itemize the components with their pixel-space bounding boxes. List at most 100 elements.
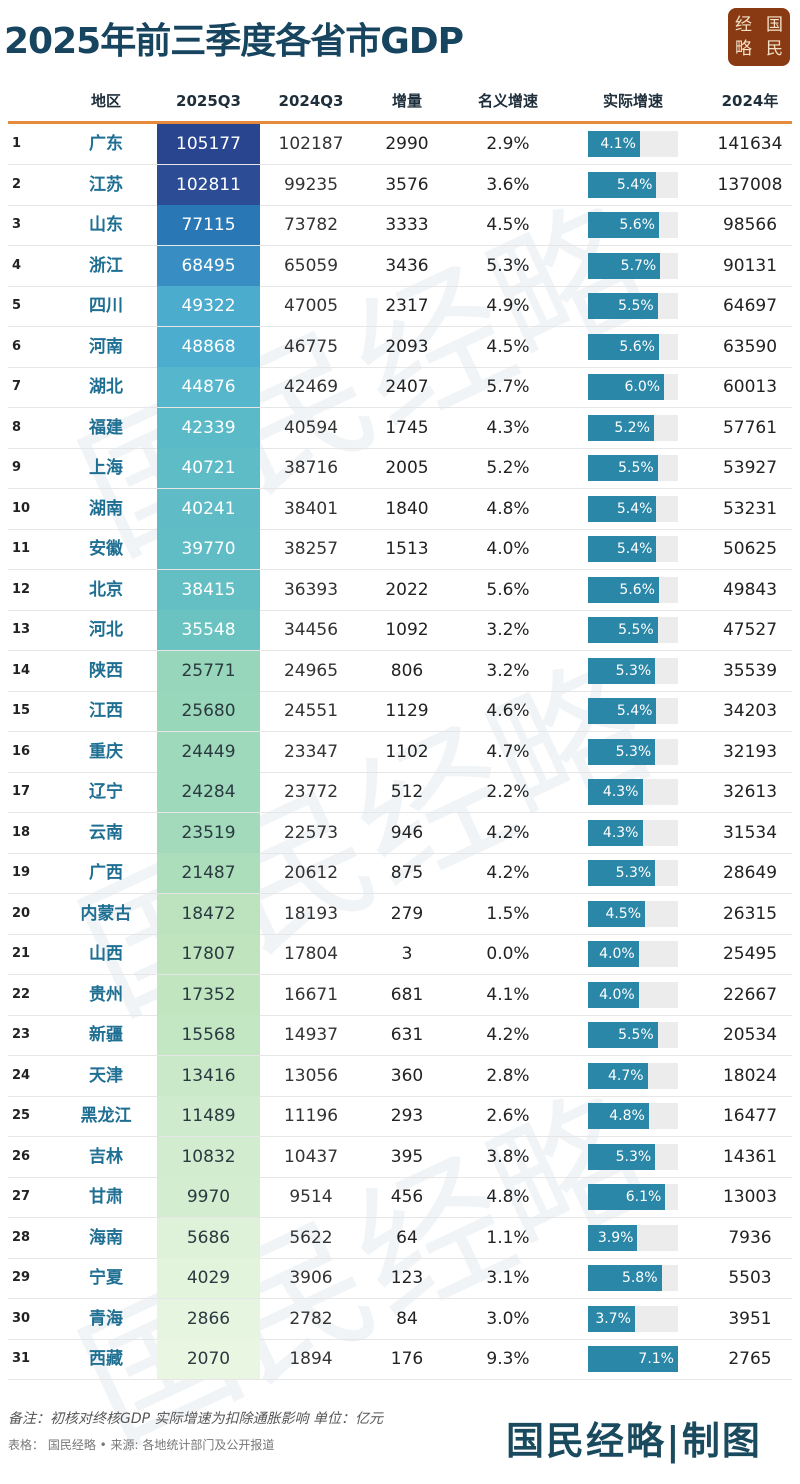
nominal-growth-cell: 2.6% [486,1106,530,1126]
increase-cell: 84 [396,1308,418,1329]
gdp-2025q3-cell: 68495 [157,245,260,286]
gdp-2024-cell: 25495 [722,944,778,964]
increase-cell: 1102 [385,741,429,762]
table-row: 3 山东 77115 73782 3333 4.5% 5.6% 98566 [8,205,792,246]
gdp-2025q3-cell: 42339 [157,407,260,448]
real-growth-bar: 4.0% [588,941,639,967]
gdp-2024q3-cell: 40594 [283,417,339,438]
nominal-growth-cell: 4.8% [486,498,530,519]
gdp-2025q3-cell: 48868 [157,326,260,367]
real-growth-bar-track: 4.0% [588,941,678,967]
nominal-growth-cell: 5.3% [486,255,530,276]
nominal-growth-cell: 3.2% [486,660,530,681]
region-cell: 山西 [89,944,123,964]
gdp-2025q3-cell: 2070 [157,1339,260,1379]
real-growth-bar-track: 4.3% [588,819,678,846]
real-growth-bar-track: 4.0% [588,981,678,1008]
rank-cell: 6 [12,338,22,354]
real-growth-bar-track: 5.5% [588,1022,678,1048]
table-row: 7 湖北 44876 42469 2407 5.7% 6.0% 60013 [8,367,792,408]
real-growth-bar-track: 5.5% [588,617,678,643]
real-growth-bar-track: 5.5% [588,293,678,319]
table-row: 6 河南 48868 46775 2093 4.5% 5.6% 63590 [8,326,792,368]
real-growth-bar-track: 4.8% [588,1103,678,1129]
real-growth-bar: 5.3% [588,738,656,765]
increase-cell: 123 [390,1268,424,1288]
nominal-growth-cell: 4.2% [486,822,530,843]
gdp-2024q3-cell: 23347 [283,741,339,762]
real-growth-bar: 5.6% [588,333,659,360]
increase-cell: 395 [390,1146,424,1167]
gdp-2025q3-cell: 25680 [157,691,260,731]
rank-cell: 5 [12,298,22,313]
nominal-growth-cell: 4.0% [486,539,530,559]
gdp-2025q3-cell: 13416 [157,1055,260,1096]
real-growth-bar: 3.9% [588,1224,638,1251]
real-growth-bar: 4.3% [588,779,643,805]
logo-char: 经 [735,15,752,35]
gdp-2025q3-cell: 10832 [157,1136,260,1177]
rank-cell: 11 [12,541,31,556]
real-growth-bar-track: 5.3% [588,860,678,886]
nominal-growth-cell: 2.2% [486,782,530,802]
real-growth-bar: 5.2% [588,414,654,441]
gdp-2024-cell: 32613 [722,782,778,802]
gdp-2024q3-cell: 10437 [283,1146,339,1167]
table-row: 18 云南 23519 22573 946 4.2% 4.3% 31534 [8,812,792,854]
rank-cell: 9 [12,460,22,475]
table-row: 29 宁夏 4029 3906 123 3.1% 5.8% 5503 [8,1258,792,1299]
gdp-2024q3-cell: 102187 [278,134,344,154]
rank-cell: 10 [12,500,31,516]
gdp-2024q3-cell: 9514 [289,1187,333,1207]
real-growth-bar: 3.7% [588,1305,635,1332]
real-growth-bar-track: 5.7% [588,252,678,279]
rank-cell: 18 [12,824,31,840]
gdp-2025q3-cell: 21487 [157,853,260,893]
increase-cell: 3576 [385,174,429,195]
brand-logo: 经 国 略 民 [728,8,790,66]
region-cell: 重庆 [89,741,123,762]
nominal-growth-cell: 4.9% [486,296,530,316]
header-real-growth: 实际增速 [602,92,663,110]
real-growth-bar: 5.4% [588,536,657,562]
gdp-2025q3-cell: 40721 [157,448,260,488]
brand-signature: 国民经略|制图 [506,1418,762,1463]
gdp-2024-cell: 26315 [722,903,778,924]
table-row: 17 辽宁 24284 23772 512 2.2% 4.3% 32613 [8,772,792,813]
region-cell: 海南 [89,1227,123,1248]
gdp-2024-cell: 50625 [722,539,778,559]
increase-cell: 1840 [385,498,429,519]
increase-cell: 1092 [385,620,429,640]
gdp-2024-cell: 141634 [717,134,783,154]
nominal-growth-cell: 4.2% [486,863,530,883]
region-cell: 内蒙古 [80,903,132,924]
nominal-growth-cell: 4.1% [486,984,530,1005]
region-cell: 贵州 [89,984,123,1005]
region-cell: 甘肃 [89,1187,123,1207]
logo-char: 民 [766,39,783,59]
header-2024q3: 2024Q3 [278,92,344,110]
increase-cell: 456 [390,1187,424,1207]
region-cell: 云南 [89,822,123,843]
gdp-2024-cell: 47527 [722,620,778,640]
header-2025q3: 2025Q3 [176,92,241,110]
region-cell: 福建 [89,417,123,438]
nominal-growth-cell: 3.1% [486,1268,530,1288]
region-cell: 江苏 [89,174,123,195]
increase-cell: 2005 [385,458,429,478]
gdp-2024-cell: 53927 [722,458,778,478]
gdp-2025q3-cell: 17352 [157,974,260,1015]
increase-cell: 360 [390,1065,424,1086]
region-cell: 宁夏 [89,1268,123,1288]
gdp-2025q3-cell: 102811 [157,164,260,205]
gdp-2024-cell: 60013 [722,377,778,397]
gdp-2025q3-cell: 39770 [157,529,260,569]
increase-cell: 2022 [385,579,429,600]
real-growth-bar-track: 5.6% [588,212,678,238]
gdp-2024-cell: 137008 [717,174,783,195]
increase-cell: 3436 [385,255,429,276]
increase-cell: 2990 [385,134,429,154]
region-cell: 青海 [89,1308,123,1329]
real-growth-bar-track: 4.5% [588,900,678,927]
rank-cell: 26 [12,1148,31,1164]
